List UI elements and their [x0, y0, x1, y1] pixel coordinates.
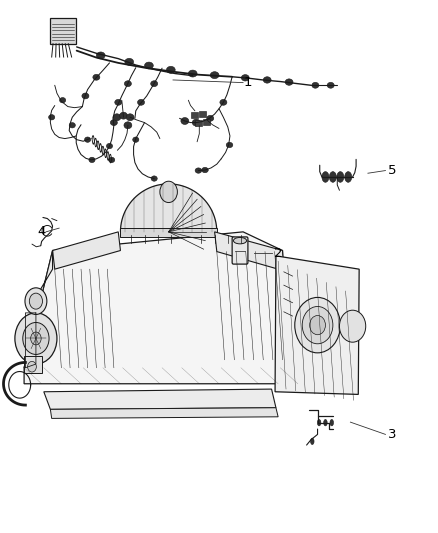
Ellipse shape: [263, 77, 271, 83]
Text: 4: 4: [37, 225, 46, 238]
Ellipse shape: [49, 115, 55, 120]
Ellipse shape: [311, 438, 314, 445]
Ellipse shape: [318, 419, 321, 426]
Ellipse shape: [109, 157, 115, 163]
Circle shape: [15, 313, 57, 364]
Ellipse shape: [327, 83, 334, 88]
Circle shape: [295, 297, 340, 353]
Ellipse shape: [345, 172, 352, 182]
FancyBboxPatch shape: [191, 112, 198, 118]
Ellipse shape: [285, 79, 293, 85]
Circle shape: [310, 316, 325, 335]
Ellipse shape: [195, 168, 201, 173]
FancyBboxPatch shape: [232, 237, 248, 264]
Ellipse shape: [133, 137, 139, 142]
FancyBboxPatch shape: [203, 119, 210, 125]
FancyBboxPatch shape: [50, 18, 76, 44]
Polygon shape: [120, 184, 217, 232]
Ellipse shape: [322, 172, 329, 182]
Ellipse shape: [207, 116, 214, 121]
Ellipse shape: [166, 66, 175, 73]
Circle shape: [28, 361, 36, 372]
Ellipse shape: [82, 93, 89, 99]
Ellipse shape: [113, 114, 121, 120]
Ellipse shape: [96, 52, 105, 59]
FancyBboxPatch shape: [199, 111, 206, 117]
Circle shape: [29, 293, 42, 309]
Ellipse shape: [151, 176, 157, 181]
Circle shape: [31, 332, 41, 345]
Ellipse shape: [85, 137, 91, 142]
Ellipse shape: [181, 118, 189, 124]
Text: 5: 5: [388, 164, 396, 177]
Ellipse shape: [69, 123, 75, 128]
Polygon shape: [50, 408, 278, 418]
Text: 3: 3: [388, 428, 396, 441]
Text: 1: 1: [243, 76, 252, 89]
Ellipse shape: [192, 119, 200, 126]
Polygon shape: [24, 251, 53, 368]
Ellipse shape: [337, 172, 344, 182]
Ellipse shape: [188, 70, 197, 77]
Ellipse shape: [89, 157, 95, 163]
Ellipse shape: [124, 80, 131, 87]
Ellipse shape: [115, 99, 122, 105]
Text: 2: 2: [274, 247, 283, 260]
Ellipse shape: [124, 122, 132, 128]
Ellipse shape: [233, 238, 247, 244]
Ellipse shape: [60, 98, 66, 103]
Ellipse shape: [210, 72, 219, 79]
Ellipse shape: [226, 142, 233, 148]
Polygon shape: [215, 232, 284, 271]
Ellipse shape: [201, 167, 208, 173]
FancyBboxPatch shape: [120, 228, 217, 237]
FancyBboxPatch shape: [24, 356, 42, 373]
Polygon shape: [44, 389, 276, 409]
Ellipse shape: [106, 143, 113, 149]
Ellipse shape: [126, 114, 134, 120]
Ellipse shape: [324, 419, 327, 426]
Ellipse shape: [312, 83, 319, 88]
Polygon shape: [24, 232, 287, 384]
Ellipse shape: [329, 172, 336, 182]
Ellipse shape: [125, 58, 134, 65]
Ellipse shape: [145, 62, 153, 69]
Polygon shape: [53, 232, 120, 269]
Ellipse shape: [110, 120, 117, 125]
Ellipse shape: [151, 80, 158, 87]
Ellipse shape: [220, 99, 227, 105]
Circle shape: [160, 181, 177, 203]
Circle shape: [23, 322, 49, 354]
Circle shape: [302, 306, 333, 344]
Ellipse shape: [241, 75, 249, 81]
Ellipse shape: [330, 419, 333, 426]
Ellipse shape: [120, 112, 127, 119]
Ellipse shape: [138, 99, 145, 105]
Circle shape: [339, 310, 366, 342]
FancyBboxPatch shape: [195, 120, 202, 126]
Circle shape: [25, 288, 47, 314]
Polygon shape: [275, 256, 359, 394]
Ellipse shape: [93, 75, 100, 80]
